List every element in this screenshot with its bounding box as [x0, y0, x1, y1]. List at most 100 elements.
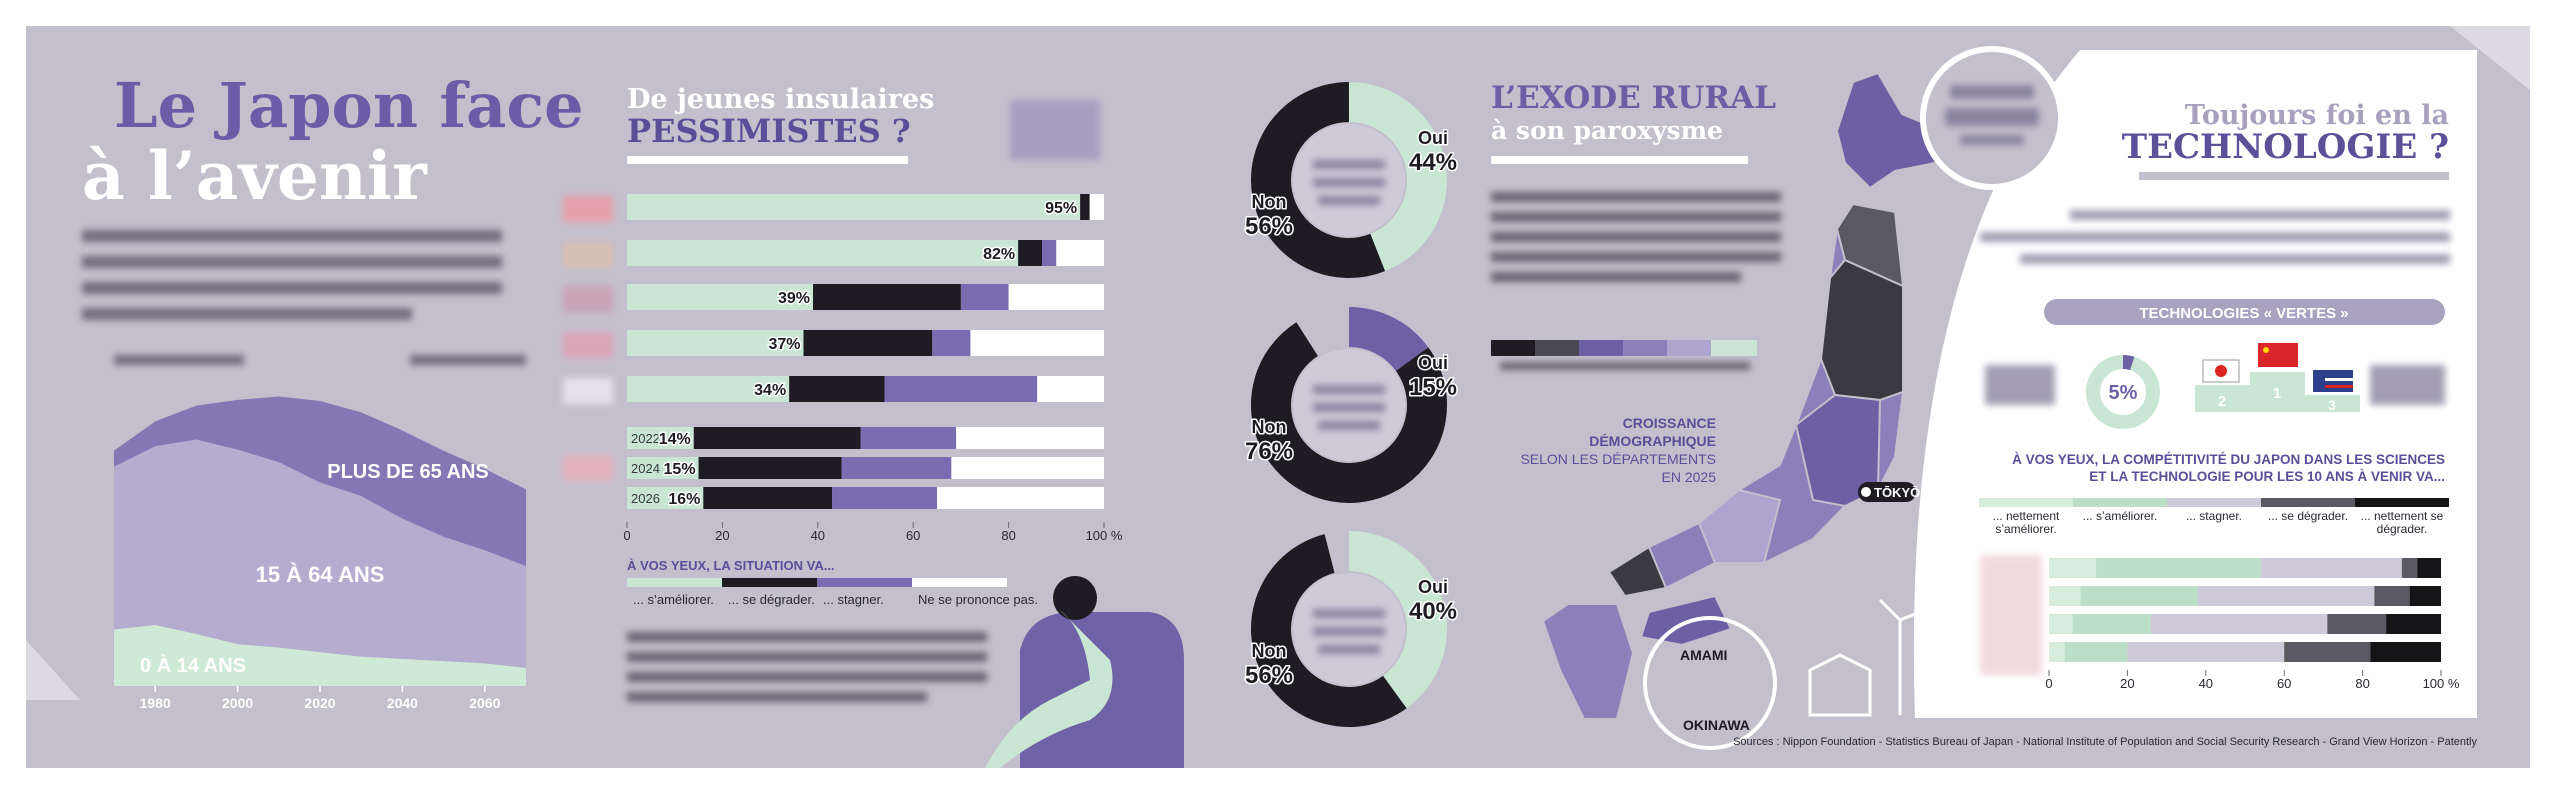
bar-segment — [1080, 194, 1090, 220]
legend-label-box: ... s’améliorer. — [2082, 510, 2158, 523]
x-tick-label: 100 % — [1086, 528, 1123, 543]
legend-label: ... se dégrader. — [2267, 510, 2349, 523]
legend-swatch — [722, 578, 817, 587]
section-title: à son paroxysme — [1491, 116, 1723, 145]
area-label: 15 À 64 ANS — [256, 562, 385, 587]
x-tick-label: 0 — [2045, 676, 2052, 691]
bar-segment — [1018, 240, 1042, 266]
bar-segment — [698, 457, 842, 479]
blurred-flags — [563, 100, 1100, 481]
x-tick-label: 80 — [1001, 528, 1015, 543]
bar-segment — [2049, 558, 2097, 578]
legend-swatch — [2261, 498, 2355, 507]
legend-title: À VOS YEUX, LA COMPÉTITIVITÉ DU JAPON DA… — [2012, 452, 2445, 467]
legend-label: ... se dégrader. — [728, 592, 815, 607]
blurred-text — [82, 230, 526, 365]
blurred-text — [1491, 192, 1781, 370]
bar-segment — [1089, 194, 1104, 220]
bar-segment — [2386, 614, 2441, 634]
bar-segment — [627, 194, 1081, 220]
bar-segment — [1056, 240, 1104, 266]
x-tick-label: 60 — [906, 528, 920, 543]
legend-swatch — [2073, 498, 2167, 507]
category-label: Oui — [1418, 577, 1448, 597]
donut-slice — [1348, 307, 1429, 372]
bar-segment — [832, 487, 938, 509]
legend-swatch — [2167, 498, 2261, 507]
underline — [627, 156, 908, 164]
underline — [1491, 156, 1748, 164]
bar-segment — [2049, 586, 2081, 606]
legend-swatch — [817, 578, 912, 587]
bar-segment — [2072, 614, 2151, 634]
bar-segment — [1041, 240, 1057, 266]
underline — [2139, 172, 2449, 180]
legend-label-box: ... nettement s’améliorer. — [1993, 510, 2060, 536]
legend-label: ... stagner. — [2185, 510, 2243, 523]
bar-segment — [2260, 558, 2402, 578]
corner-fold — [2450, 26, 2530, 90]
x-tick-label: 100 % — [2423, 676, 2460, 691]
category-label: 2026 — [631, 491, 660, 506]
category-label: Oui — [1418, 353, 1448, 373]
x-tick-label: 40 — [2199, 676, 2213, 691]
bar-segment — [2417, 558, 2441, 578]
bar-segment — [2049, 614, 2073, 634]
bar-segment — [2080, 586, 2198, 606]
bar-segment — [2374, 586, 2410, 606]
bar-segment — [2284, 642, 2371, 662]
category-label: Non — [1252, 417, 1287, 437]
x-tick-label: 2040 — [387, 695, 418, 711]
corner-fold — [26, 640, 80, 700]
bar-segment — [803, 330, 933, 356]
x-tick-label: 40 — [811, 528, 825, 543]
bar-segment — [1008, 284, 1104, 310]
bar-segment — [951, 457, 1104, 479]
inset-circle — [1643, 616, 1777, 750]
bar-segment — [2096, 558, 2261, 578]
bar-segment — [2409, 586, 2441, 606]
category-label: Oui — [1418, 128, 1448, 148]
x-tick-label: 2000 — [222, 695, 253, 711]
city-label: TŌKYŌ — [1874, 485, 1920, 500]
figure-head — [1053, 576, 1097, 620]
value-label: 39% — [778, 290, 810, 307]
bar-segment — [970, 330, 1104, 356]
value-label: 16% — [668, 491, 700, 508]
area — [114, 439, 526, 668]
area-label: 0 À 14 ANS — [140, 654, 246, 677]
legend-title: À VOS YEUX, LA SITUATION VA... — [627, 558, 835, 573]
blurred-text — [1945, 85, 2039, 145]
bar-segment — [2064, 642, 2128, 662]
bar-segment — [884, 376, 1038, 402]
section-title: Toujours foi en la — [2185, 100, 2449, 131]
blurred-text — [627, 632, 987, 702]
inset-label: OKINAWA — [1683, 717, 1750, 733]
value-label: 44% — [1409, 149, 1457, 176]
legend-label: ... s’améliorer. — [2082, 510, 2158, 523]
inset-label: AMAMI — [1680, 647, 1727, 663]
legend-label-box: ... se dégrader. — [2267, 510, 2349, 523]
value-label: 15% — [1409, 374, 1457, 401]
x-tick-label: 2060 — [469, 695, 500, 711]
x-tick-label: 60 — [2277, 676, 2291, 691]
bar-segment — [703, 487, 833, 509]
value-label: 37% — [768, 336, 800, 353]
map-legend: SELON LES DÉPARTEMENTS — [1520, 451, 1716, 467]
x-tick-label: 2020 — [304, 695, 335, 711]
main-title: à l’avenir — [82, 137, 428, 215]
section-title: De jeunes insulaires — [627, 84, 934, 115]
map-legend-scale — [1491, 340, 1757, 356]
legend-swatch — [627, 578, 722, 587]
bar-segment — [627, 457, 699, 479]
bar-segment — [956, 427, 1104, 449]
map-legend: DÉMOGRAPHIQUE — [1589, 433, 1716, 449]
value-label: 56% — [1245, 662, 1293, 689]
map-legend: CROISSANCE — [1623, 415, 1716, 431]
donut-slice — [2122, 355, 2135, 371]
donut-slice — [1251, 322, 1447, 503]
podium-rank: 3 — [2328, 397, 2336, 413]
bar-segment — [627, 427, 694, 449]
pill — [2044, 299, 2445, 325]
bar-segment — [2049, 642, 2065, 662]
